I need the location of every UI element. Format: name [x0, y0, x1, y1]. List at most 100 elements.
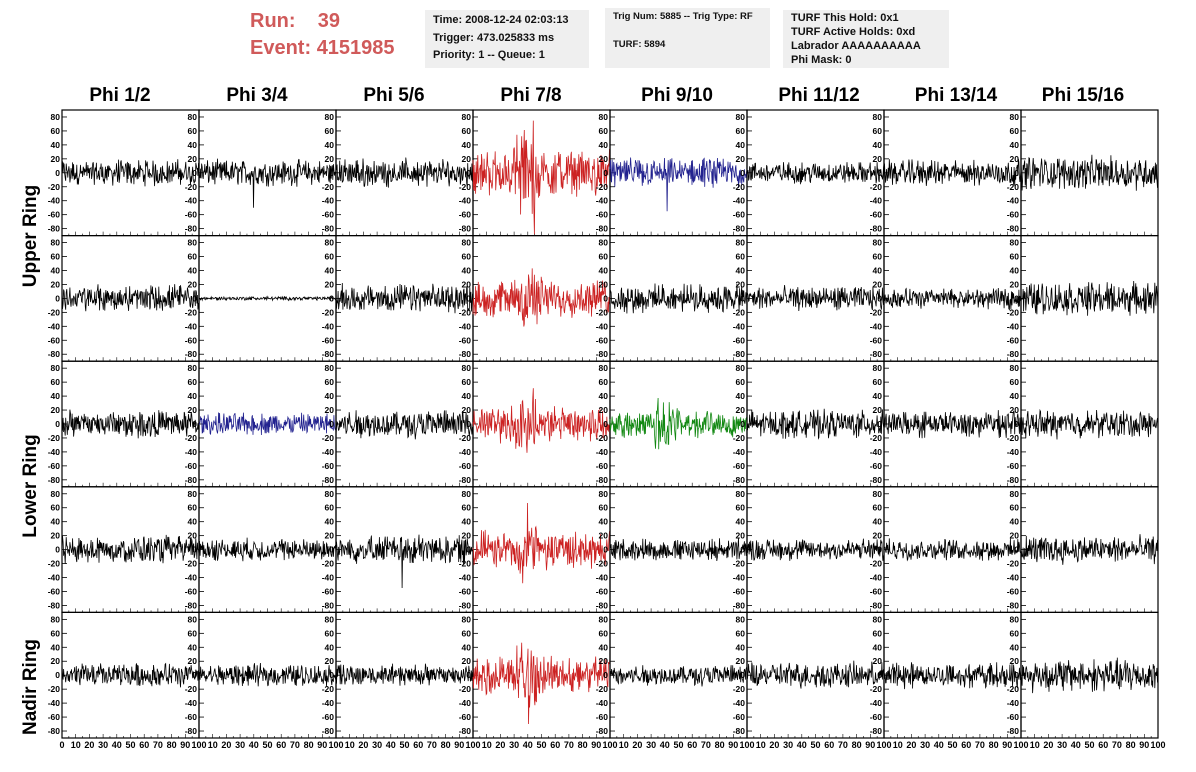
y-tick-label: 80	[1010, 238, 1020, 248]
event-line: Event: 4151985	[250, 35, 420, 62]
y-tick-label: 80	[188, 614, 198, 624]
x-tick-label: 20	[1043, 740, 1053, 750]
y-tick-label: -40	[48, 698, 61, 708]
y-tick-label: -20	[48, 684, 61, 694]
x-tick-label: 100	[465, 740, 480, 750]
y-tick-label: -60	[459, 210, 472, 220]
y-tick-label: 40	[599, 517, 609, 527]
y-tick-label: -20	[870, 684, 883, 694]
x-tick-label: 50	[262, 740, 272, 750]
y-tick-label: 80	[873, 238, 883, 248]
y-tick-label: 60	[1010, 377, 1020, 387]
y-tick-label: 40	[1010, 642, 1020, 652]
y-tick-label: 20	[873, 279, 883, 289]
waveform-line	[1020, 534, 1159, 565]
y-tick-label: 40	[736, 391, 746, 401]
y-tick-label: -40	[322, 447, 335, 457]
y-tick-label: 60	[325, 252, 335, 262]
y-tick-label: -40	[322, 196, 335, 206]
y-tick-label: 80	[325, 238, 335, 248]
y-tick-label: 80	[736, 614, 746, 624]
y-tick-label: 40	[51, 642, 61, 652]
y-tick-label: 80	[1010, 363, 1020, 373]
y-tick-label: -40	[1007, 573, 1020, 583]
turf-info-box: TURF This Hold: 0x1 TURF Active Holds: 0…	[783, 10, 949, 68]
x-tick-label: 40	[523, 740, 533, 750]
y-tick-label: -40	[185, 196, 198, 206]
y-tick-label: 60	[462, 628, 472, 638]
y-tick-label: -80	[870, 475, 883, 485]
y-tick-label: -40	[48, 447, 61, 457]
panel-r2-c4: -80 -60 -40 -20 0 20 40 60 80	[459, 235, 611, 362]
y-tick-label: -20	[733, 684, 746, 694]
waveform-line	[61, 662, 200, 688]
y-tick-label: 0	[466, 670, 471, 680]
x-tick-label: 40	[112, 740, 122, 750]
x-tick-label: 40	[249, 740, 259, 750]
y-tick-label: -60	[870, 712, 883, 722]
y-tick-label: 0	[1014, 293, 1019, 303]
y-tick-label: 40	[462, 642, 472, 652]
y-tick-label: -80	[459, 224, 472, 234]
y-tick-label: 80	[462, 363, 472, 373]
y-tick-label: 0	[603, 670, 608, 680]
x-tick-label: 90	[1139, 740, 1149, 750]
y-tick-label: 80	[736, 112, 746, 122]
panel-r4-c1: -80 -60 -40 -20 0 20 40 60 80	[48, 486, 200, 613]
x-tick-label: 80	[715, 740, 725, 750]
y-tick-label: 80	[736, 489, 746, 499]
x-tick-label: 80	[167, 740, 177, 750]
y-tick-label: -40	[322, 321, 335, 331]
y-tick-label: 20	[873, 405, 883, 415]
turf-text: TURF: 5894	[613, 39, 666, 50]
waveform-line	[61, 284, 200, 312]
y-tick-label: -60	[48, 335, 61, 345]
x-tick-label: 50	[810, 740, 820, 750]
y-tick-label: -80	[733, 600, 746, 610]
y-tick-label: 40	[462, 517, 472, 527]
y-tick-label: 80	[51, 489, 61, 499]
y-tick-label: 40	[736, 140, 746, 150]
x-tick-label: 100	[1150, 740, 1165, 750]
y-tick-label: 40	[325, 517, 335, 527]
waveform-line	[61, 159, 200, 187]
event-label: Event:	[250, 37, 312, 59]
y-tick-label: -60	[48, 210, 61, 220]
column-title-phi-9-10: Phi 9/10	[641, 85, 713, 106]
y-tick-label: -80	[185, 224, 198, 234]
phi-mask-text: Phi Mask: 0	[791, 54, 852, 66]
x-tick-label: 70	[838, 740, 848, 750]
y-tick-label: -20	[733, 433, 746, 443]
column-title-phi-1-2: Phi 1/2	[89, 85, 151, 106]
waveform-line	[472, 388, 611, 453]
y-tick-label: -20	[1007, 559, 1020, 569]
y-tick-label: 60	[325, 503, 335, 513]
x-tick-label: 10	[1030, 740, 1040, 750]
y-tick-label: -60	[870, 335, 883, 345]
x-tick-label: 80	[578, 740, 588, 750]
y-tick-label: -60	[1007, 586, 1020, 596]
y-tick-label: -80	[48, 475, 61, 485]
y-tick-label: 40	[1010, 265, 1020, 275]
waveform-line	[883, 662, 1022, 690]
y-tick-label: -60	[596, 335, 609, 345]
y-tick-label: 0	[466, 168, 471, 178]
y-tick-label: -20	[322, 307, 335, 317]
y-tick-label: -80	[596, 475, 609, 485]
y-tick-label: -40	[48, 196, 61, 206]
y-tick-label: 40	[188, 391, 198, 401]
y-tick-label: -80	[733, 349, 746, 359]
y-tick-label: -40	[870, 196, 883, 206]
waveform-line	[61, 534, 200, 564]
x-tick-label: 100	[739, 740, 754, 750]
y-tick-label: 0	[1014, 670, 1019, 680]
y-tick-label: 20	[599, 154, 609, 164]
y-tick-label: -40	[322, 698, 335, 708]
y-tick-label: -80	[48, 349, 61, 359]
y-tick-label: -20	[322, 433, 335, 443]
run-line: Run: 39	[250, 8, 420, 35]
x-tick-label: 10	[345, 740, 355, 750]
y-tick-label: 20	[873, 656, 883, 666]
